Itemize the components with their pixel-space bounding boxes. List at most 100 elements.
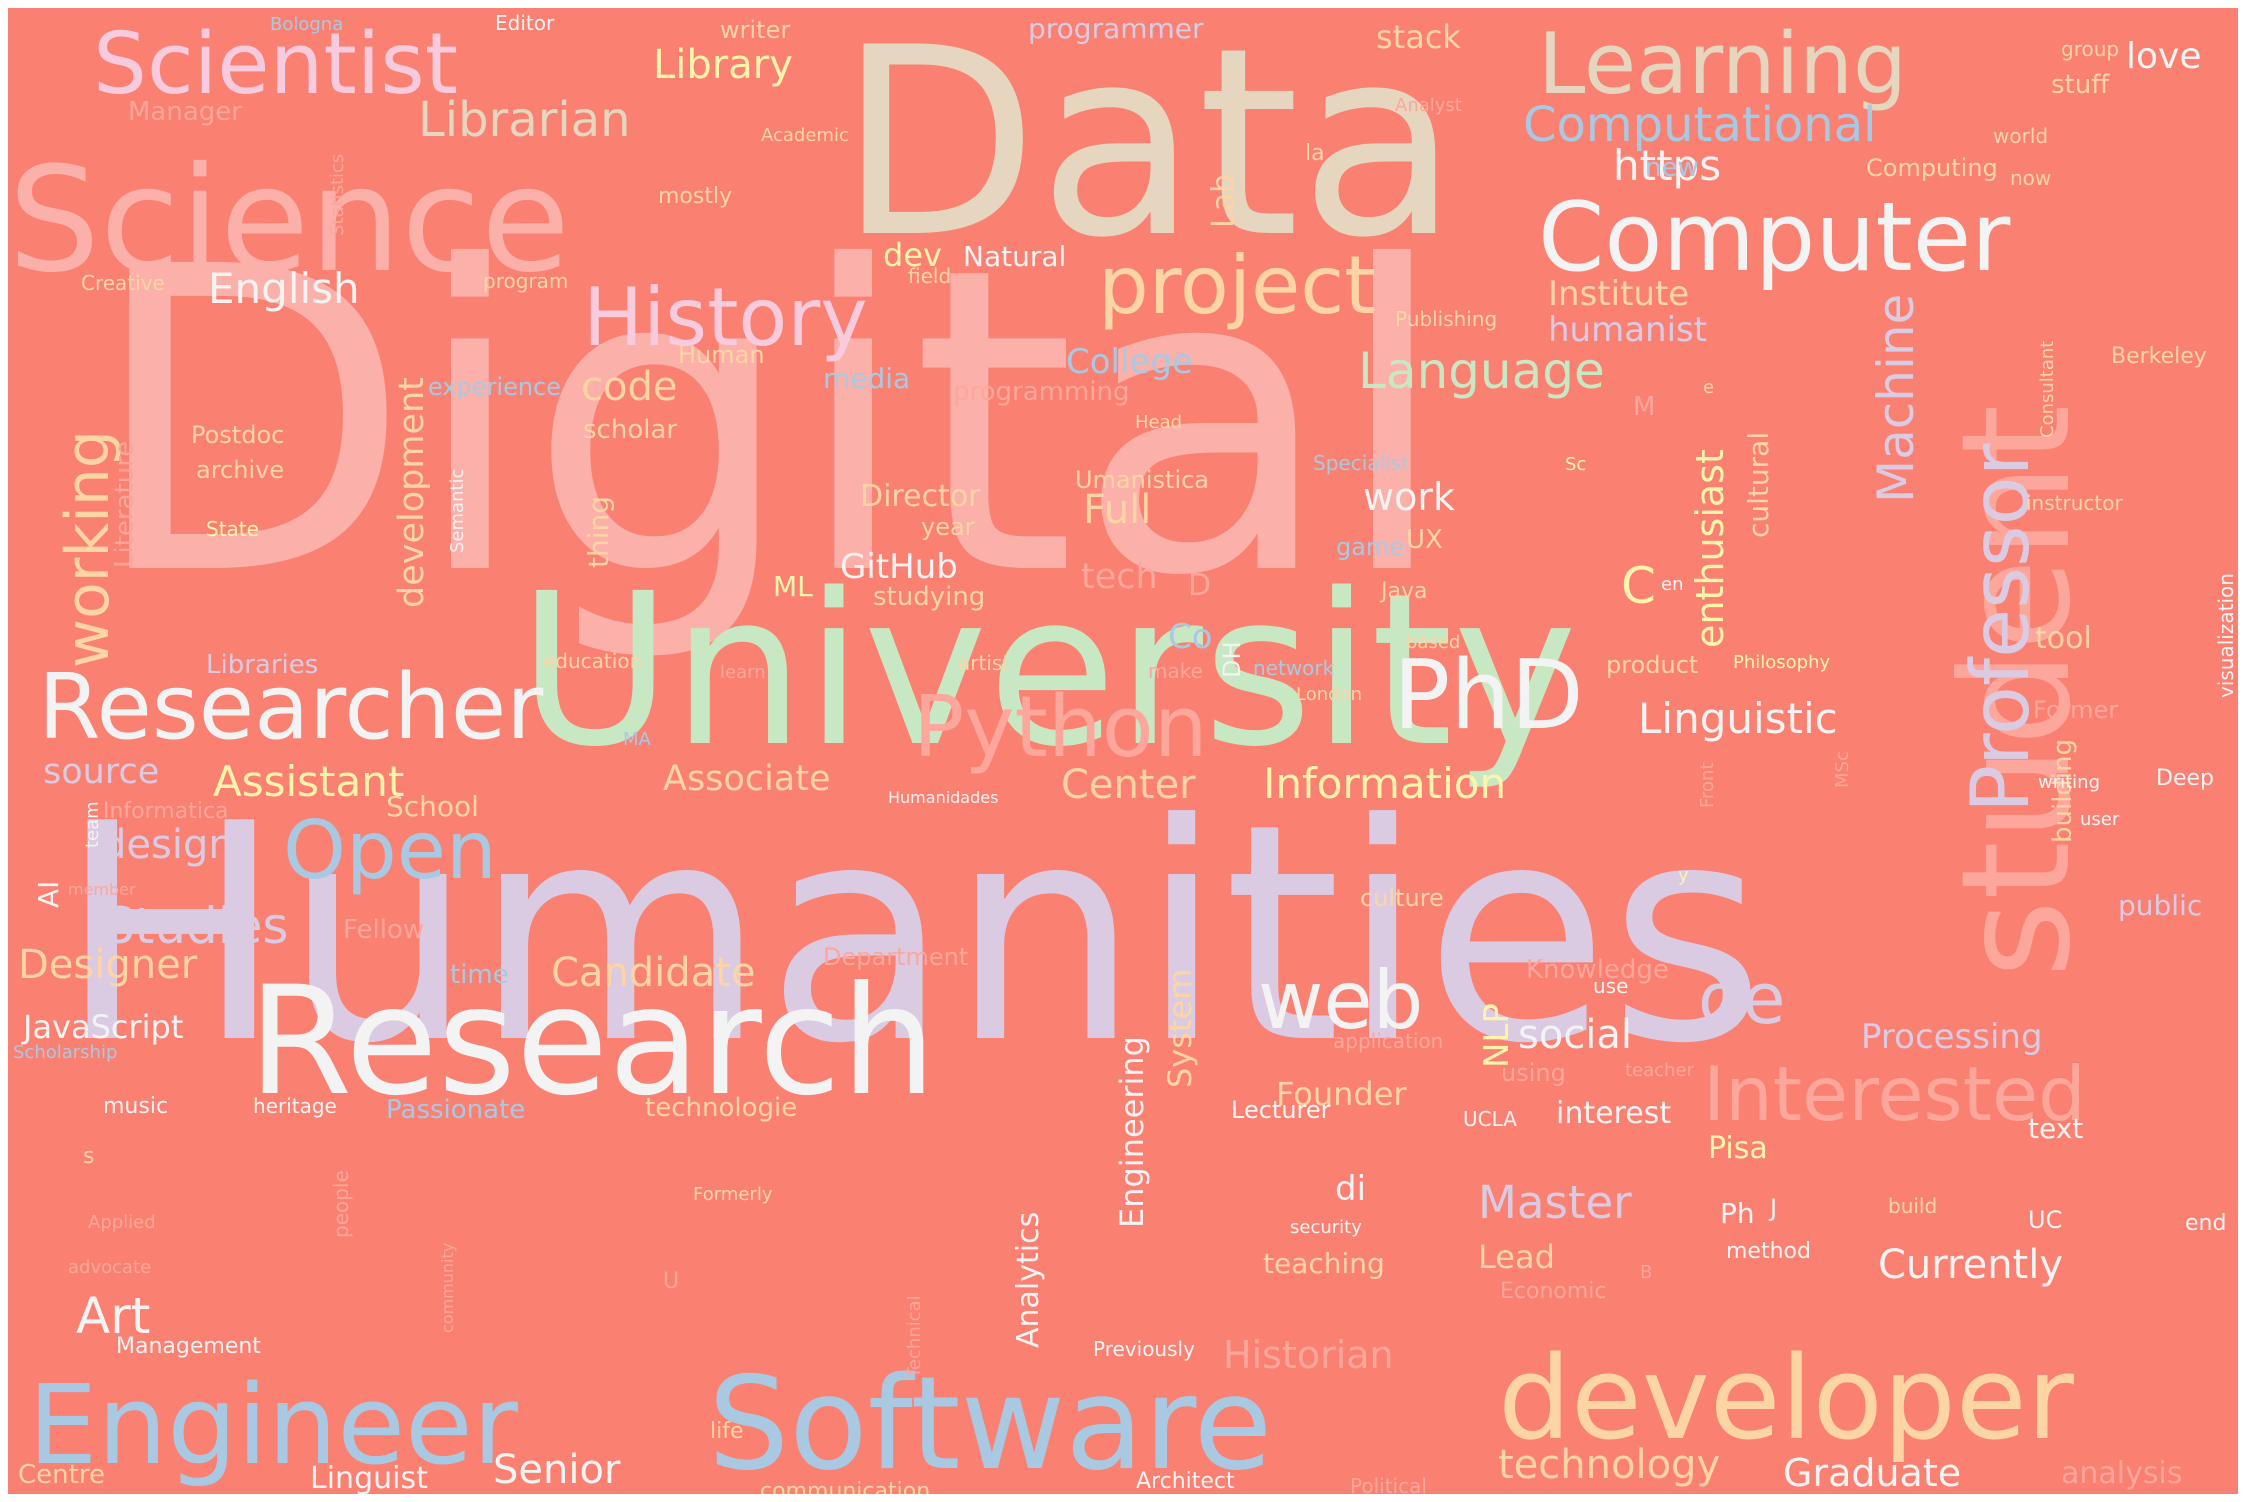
word-thing: thing [582, 496, 615, 568]
word-working: working [53, 430, 123, 668]
word-graduate: Graduate [1783, 1451, 1961, 1494]
word-cloud: Digital Humanities University Data Research S… [8, 8, 2238, 1494]
word-love: love [2126, 36, 2201, 77]
word-life: life [710, 1419, 744, 1444]
word-people: people [329, 1170, 353, 1238]
word-university: University [518, 548, 1577, 793]
word-cultural: cultural [1742, 432, 1775, 538]
word-application: application [1333, 1029, 1443, 1053]
word-informatica: Informatica [103, 799, 229, 824]
word-state: State [206, 517, 259, 541]
word-berkeley: Berkeley [2111, 344, 2207, 369]
word-philosophy: Philosophy [1733, 652, 1831, 673]
word-editor: Editor [495, 11, 555, 35]
word-scholarship: Scholarship [13, 1042, 117, 1063]
word-ma: MA [623, 729, 652, 750]
word-mostly: mostly [658, 184, 732, 209]
word-source: source [43, 752, 159, 792]
word-technology: technology [1498, 1442, 1720, 1488]
word-new: new [1645, 153, 1699, 183]
word-studying: studying [873, 582, 985, 612]
word-programming: programming [953, 377, 1130, 407]
word-computational: Computational [1523, 97, 1876, 153]
word-academic: Academic [761, 125, 849, 146]
word-open: Open [283, 804, 497, 897]
word-processing: Processing [1861, 1017, 2043, 1057]
word-former: Former [2033, 696, 2118, 724]
word-community: community [438, 1243, 457, 1333]
word-analysis: analysis [2061, 1456, 2182, 1491]
word-learn: learn [720, 662, 766, 683]
word-team: team [82, 801, 103, 848]
word-data: Data [838, 8, 1459, 295]
word-work: work [1363, 475, 1455, 519]
word-humanist: humanist [1548, 310, 1707, 350]
word-director: Director [860, 479, 981, 514]
word-enthusiast: enthusiast [1688, 449, 1732, 648]
word-y: y [1678, 865, 1689, 886]
word-world: world [1993, 124, 2048, 148]
word-teacher: teacher [1625, 1060, 1695, 1081]
word-computer: Computer [1538, 183, 2011, 293]
word-dev: dev [883, 236, 942, 274]
word-department: Department [823, 943, 968, 971]
word-security: security [1290, 1217, 1362, 1238]
word-digital: Digital [88, 179, 1450, 668]
word-interest: interest [1556, 1096, 1671, 1131]
word-humanities: Humanities [58, 760, 1765, 1109]
word-scholar: scholar [583, 415, 677, 445]
word-text: text [2028, 1112, 2083, 1145]
word-teaching: teaching [1263, 1247, 1385, 1280]
word-en: en [1661, 574, 1683, 595]
word-pisa: Pisa [1708, 1131, 1768, 1166]
word-d: D [1188, 568, 1211, 603]
word-github: GitHub [840, 547, 958, 587]
word-sc: Sc [1565, 454, 1586, 475]
word-https: https [1613, 141, 1721, 190]
word-web: web [1258, 954, 1423, 1047]
word-full: Full [1083, 487, 1151, 533]
word-group: group [2061, 37, 2119, 61]
word-field: field [908, 264, 951, 288]
word-institute: Institute [1548, 274, 1689, 314]
word-education: education [543, 649, 642, 673]
word-design: design [101, 822, 234, 868]
word-phd: PhD [1393, 641, 1584, 751]
word-writer: writer [720, 16, 790, 44]
word-tech: tech [1081, 557, 1158, 597]
word-formerly: Formerly [693, 1184, 773, 1205]
word-currently: Currently [1878, 1242, 2063, 1288]
word-economic: Economic [1500, 1279, 1607, 1304]
word-political: Political [1350, 1474, 1427, 1494]
word-writing: writing [2038, 772, 2100, 793]
word-based: based [1406, 632, 1460, 653]
word-culture: culture [1360, 884, 1444, 912]
word-instructor: instructor [2026, 491, 2123, 515]
word-centre: Centre [18, 1460, 105, 1490]
word-founder: Founder [1276, 1075, 1407, 1113]
word-postdoc: Postdoc [191, 421, 284, 449]
word-research: Research [248, 955, 936, 1129]
word-using: using [1501, 1059, 1566, 1087]
word-c: C [1621, 557, 1656, 615]
word-make: make [1148, 659, 1203, 683]
word-front: Front [1697, 762, 1718, 808]
word-assistant: Assistant [213, 757, 404, 806]
word-manager: Manager [128, 97, 242, 127]
word-management: Management [116, 1334, 261, 1359]
word-school: School [386, 790, 479, 823]
word-co: Co [1168, 617, 1213, 657]
word-tool: tool [2035, 621, 2092, 656]
word-previously: Previously [1093, 1337, 1195, 1361]
word-project: project [1098, 239, 1376, 332]
word-applied: Applied [88, 1212, 156, 1233]
word-passionate: Passionate [386, 1095, 525, 1125]
word-technical: Technical [904, 1295, 925, 1379]
word-umanistica: Umanistica [1075, 466, 1209, 494]
word-b: B [1640, 1262, 1652, 1283]
word-human: Human [678, 341, 765, 369]
word-experience: experience [428, 373, 561, 401]
word-humanidades: Humanidades [888, 788, 998, 807]
